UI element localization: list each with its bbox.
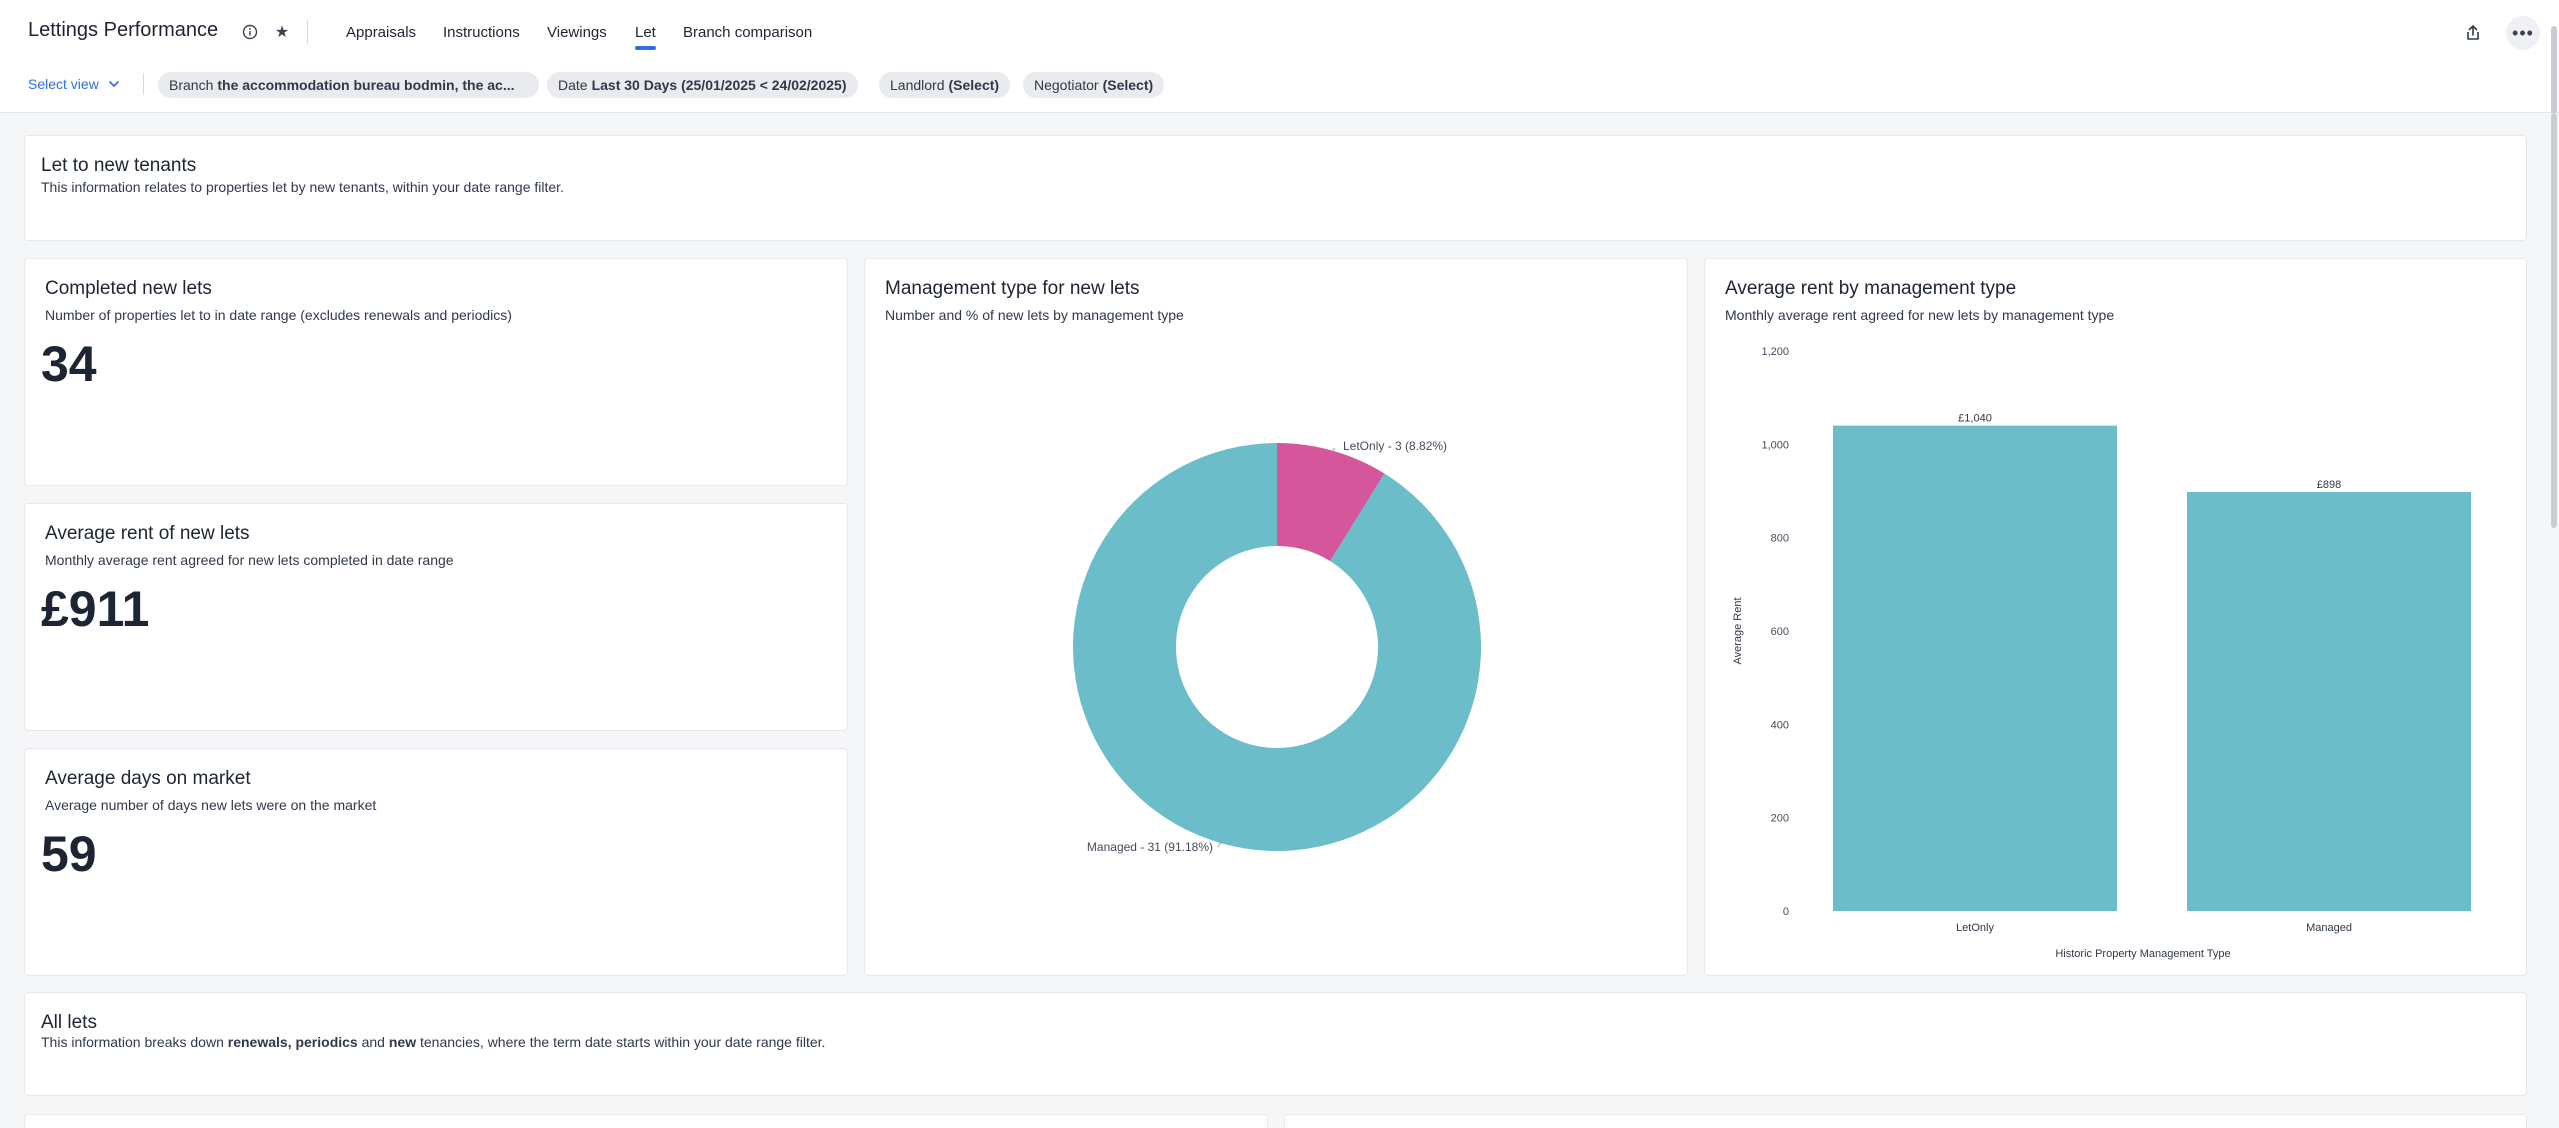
y-tick-label: 0	[1783, 906, 1789, 918]
date-filter-chip[interactable]: Date Last 30 Days (25/01/2025 < 24/02/20…	[547, 72, 858, 98]
negotiator-filter-value: (Select)	[1102, 77, 1154, 93]
lower-card-left	[24, 1114, 1268, 1128]
tab-appraisals[interactable]: Appraisals	[346, 24, 417, 41]
management-type-chart-card: Management type for new lets Number and …	[864, 258, 1688, 976]
desc-bold-new: new	[388, 1034, 417, 1050]
branch-filter-value: the accommodation bureau bodmin, the ac.…	[217, 77, 515, 93]
date-filter-label: Date	[558, 77, 588, 93]
bar-data-label: £1,040	[1958, 413, 1992, 425]
filter-divider	[143, 73, 144, 95]
chart-title: Management type for new lets	[885, 278, 1140, 299]
date-filter-value: Last 30 Days (25/01/2025 < 24/02/2025)	[591, 77, 847, 93]
y-tick-label: 400	[1771, 719, 1789, 731]
page-title: Lettings Performance	[28, 19, 219, 41]
average-rent-chart-card: Average rent by management type Monthly …	[1704, 258, 2527, 976]
y-tick-label: 600	[1771, 626, 1789, 638]
donut-label-leader-letonly	[1330, 447, 1336, 453]
desc-text: and	[357, 1034, 389, 1050]
donut-data-label-managed: Managed - 31 (91.18%)	[1087, 840, 1213, 854]
branch-filter-label: Branch	[169, 77, 214, 93]
active-tab-indicator	[635, 46, 656, 50]
desc-text: tenancies, where the term date starts wi…	[416, 1034, 826, 1050]
x-axis-label: Historic Property Management Type	[2055, 948, 2230, 960]
select-view-label: Select view	[28, 76, 99, 92]
kpi-title: Average days on market	[45, 768, 251, 789]
desc-bold-renewals-periodics: renewals, periodics	[227, 1034, 358, 1050]
negotiator-filter-chip[interactable]: Negotiator (Select)	[1023, 72, 1165, 98]
section-title: Let to new tenants	[41, 155, 197, 176]
kpi-title: Completed new lets	[45, 278, 212, 299]
chart-title: Average rent by management type	[1725, 278, 2017, 299]
y-tick-label: 800	[1771, 533, 1789, 545]
kpi-title: Average rent of new lets	[45, 523, 250, 544]
y-tick-label: 200	[1771, 813, 1789, 825]
donut-data-label-letonly: LetOnly - 3 (8.82%)	[1343, 439, 1447, 453]
landlord-filter-value: (Select)	[948, 77, 1000, 93]
kpi-subtitle: Number of properties let to in date rang…	[45, 307, 512, 323]
tab-viewings[interactable]: Viewings	[547, 24, 607, 41]
section-description: This information relates to properties l…	[41, 179, 564, 195]
kpi-card-average-rent: Average rent of new lets Monthly average…	[24, 503, 848, 731]
share-icon[interactable]	[2458, 18, 2488, 48]
bar-letonly	[1833, 425, 2117, 911]
favorite-star-icon[interactable]: ★	[274, 24, 290, 41]
average-rent-bar-chart: 0 200 400 600 800 1,000 1,200 Average Rent £1,04…	[1732, 346, 2471, 960]
kpi-subtitle: Monthly average rent agreed for new lets…	[45, 552, 454, 568]
chart-subtitle: Number and % of new lets by management t…	[885, 307, 1184, 323]
page-scrollbar[interactable]	[2549, 113, 2559, 1128]
kpi-subtitle: Average number of days new lets were on …	[45, 797, 377, 813]
section-description: This information breaks down renewals, p…	[41, 1034, 825, 1050]
tab-branch-comparison[interactable]: Branch comparison	[683, 24, 813, 41]
x-tick-label: Managed	[2306, 922, 2352, 934]
kpi-value: 34	[41, 336, 97, 392]
scrollbar-thumb-lower[interactable]	[2551, 113, 2557, 528]
branch-filter-chip[interactable]: Branch the accommodation bureau bodmin, …	[158, 72, 539, 98]
donut-label-leader-managed	[1217, 841, 1222, 848]
section-title: All lets	[41, 1012, 97, 1033]
more-options-icon[interactable]: •••	[2506, 16, 2540, 50]
bar-data-label: £898	[2317, 479, 2341, 491]
management-type-donut-chart: LetOnly - 3 (8.82%) Managed - 31 (91.18%)	[1073, 439, 1481, 854]
x-tick-label: LetOnly	[1956, 922, 1994, 934]
desc-text: This information breaks down	[41, 1034, 228, 1050]
info-icon[interactable]	[241, 23, 259, 41]
donut-slice-managed	[1073, 443, 1481, 851]
chart-subtitle: Monthly average rent agreed for new lets…	[1725, 307, 2115, 323]
page-header: Lettings Performance ★ Appraisals Instru…	[0, 0, 2559, 528]
kpi-value: £911	[41, 581, 150, 637]
lower-card-right	[1284, 1114, 2527, 1128]
select-view-dropdown[interactable]: Select view	[28, 76, 121, 92]
y-axis-label: Average Rent	[1732, 597, 1744, 664]
header-divider	[307, 20, 308, 44]
section-header-all-lets: All lets This information breaks down re…	[24, 992, 2527, 1096]
negotiator-filter-label: Negotiator	[1034, 77, 1099, 93]
tab-let[interactable]: Let	[635, 24, 656, 41]
kpi-card-average-days: Average days on market Average number of…	[24, 748, 848, 976]
donut-slice-letonly	[1277, 443, 1385, 562]
y-tick-label: 1,200	[1761, 346, 1789, 358]
landlord-filter-chip[interactable]: Landlord (Select)	[879, 72, 1011, 98]
kpi-card-completed-new-lets: Completed new lets Number of properties …	[24, 258, 848, 486]
y-tick-label: 1,000	[1761, 439, 1789, 451]
chevron-down-icon	[107, 77, 121, 91]
bar-managed	[2187, 491, 2471, 911]
kpi-value: 59	[41, 826, 97, 882]
section-header-new-tenants: Let to new tenants This information rela…	[24, 135, 2527, 241]
tab-instructions[interactable]: Instructions	[443, 24, 520, 41]
landlord-filter-label: Landlord	[890, 77, 945, 93]
